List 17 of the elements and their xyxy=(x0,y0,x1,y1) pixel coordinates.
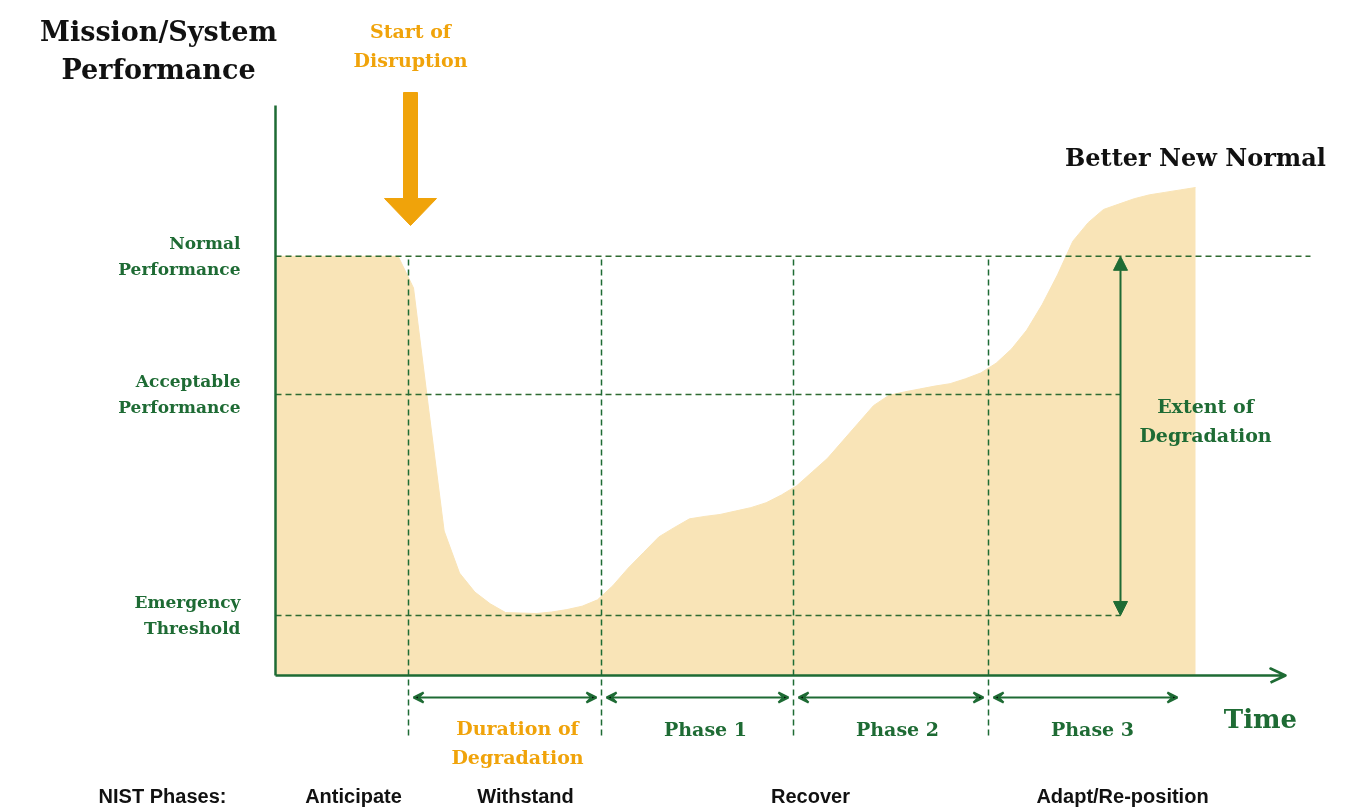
text: Start of Disruption xyxy=(353,20,468,71)
text: Duration of Degradation xyxy=(451,717,584,768)
ref-line-label: Normal Performance xyxy=(118,233,242,280)
text: NIST Phases: xyxy=(98,784,227,807)
text: Phase 2 xyxy=(855,717,940,740)
ref-line-label: Acceptable Performance xyxy=(118,371,241,418)
text: Recover xyxy=(771,784,851,807)
text: Phase 1 xyxy=(663,717,748,740)
text: Withstand xyxy=(477,784,574,807)
text: Better New Normal xyxy=(1065,143,1326,172)
text: Anticipate xyxy=(305,784,402,807)
text: Adapt/Re-position xyxy=(1036,784,1209,807)
annotation: Extent of Degradation xyxy=(1139,395,1272,446)
x-axis-title: Time xyxy=(1223,703,1298,734)
y-axis-title: Mission/System Performance xyxy=(40,15,277,86)
text: Phase 3 xyxy=(1050,717,1135,740)
ref-line-label: Emergency Threshold xyxy=(134,592,242,639)
